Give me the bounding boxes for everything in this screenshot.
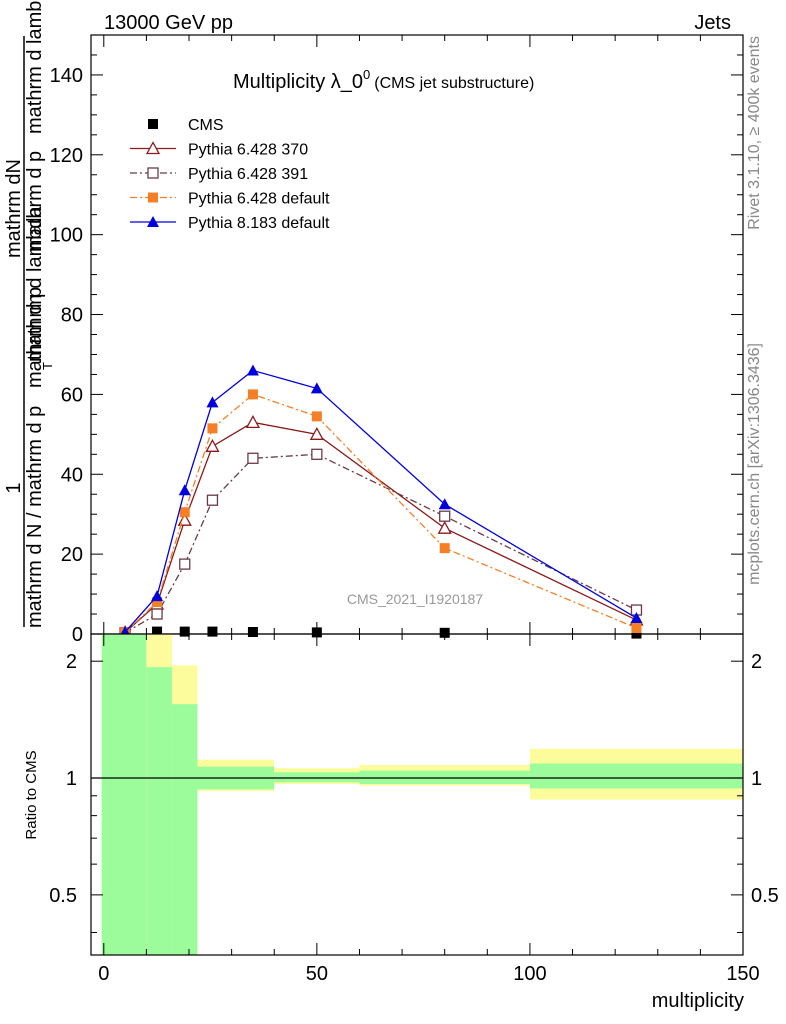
ratio-y-tick-label-right: 0.5 <box>751 885 779 907</box>
data-point <box>179 558 191 570</box>
data-point <box>311 448 323 460</box>
series-line-4 <box>124 369 637 633</box>
data-point <box>151 608 163 620</box>
ratio-y-tick-label-right: 2 <box>751 651 762 673</box>
y-tick-label: 20 <box>61 544 83 566</box>
data-point <box>630 612 643 624</box>
legend: CMS Pythia 6.428 370 Pythia 6.428 391 Pythi… <box>130 117 330 232</box>
x-tick-label: 50 <box>306 963 328 985</box>
data-point <box>439 627 450 638</box>
ylabel-denominator: mathrm d N / mathrm d p <box>24 406 46 628</box>
data-point <box>179 626 190 637</box>
ylabel-numerator-3: mathrm d lambda <box>24 0 46 134</box>
data-point <box>311 627 322 638</box>
mcplots-label: mcplots.cern.ch [arXiv:1306.3436] <box>746 343 763 585</box>
data-point <box>247 627 258 638</box>
x-tick-label: 150 <box>726 963 759 985</box>
data-point <box>247 452 259 464</box>
ylabel-denominator-2: mathrm d p <box>24 287 46 388</box>
data-point <box>631 623 642 634</box>
data-point <box>438 498 451 510</box>
series-2 <box>119 448 643 639</box>
series-line-3 <box>124 393 637 633</box>
ratio-inner-band-1 <box>146 667 172 955</box>
y-tick-label: 100 <box>50 225 83 247</box>
ratio-y-tick-label: 0.5 <box>49 885 77 907</box>
data-point <box>177 512 192 526</box>
ratio-y-tick-label: 2 <box>66 651 77 673</box>
ratio-inner-band-2 <box>171 704 198 955</box>
ylabel-numerator-2: mathrm d p <box>24 151 46 252</box>
data-point <box>311 411 322 422</box>
analysis-watermark: CMS_2021_I1920187 <box>347 591 483 607</box>
series-line-1 <box>124 421 637 633</box>
legend-label: CMS <box>188 117 224 134</box>
data-point <box>247 389 258 400</box>
header-left: 13000 GeV pp <box>104 12 233 34</box>
data-point <box>205 438 220 452</box>
ratio-y-tick-label-right: 1 <box>751 768 762 790</box>
data-point <box>246 364 259 376</box>
ylabel-one: 1 <box>3 482 25 493</box>
data-point <box>439 510 451 522</box>
y-tick-label: 80 <box>61 305 83 327</box>
legend-label: Pythia 6.428 391 <box>188 166 308 183</box>
ratio-inner-band-6 <box>529 763 743 789</box>
y-tick-label: 0 <box>72 624 83 646</box>
y-tick-label: 60 <box>61 384 83 406</box>
ylabel-denominator-T: T <box>40 362 55 370</box>
ratio-inner-band-5 <box>359 770 530 785</box>
ylabel-numerator-1: mathrm dN <box>3 159 25 258</box>
data-point <box>152 597 163 608</box>
rivet-version-label: Rivet 3.1.10, ≥ 400k events <box>746 36 763 230</box>
legend-label: Pythia 6.428 370 <box>188 142 308 159</box>
ratio-ylabel: Ratio to CMS <box>23 750 40 839</box>
legend-marker <box>145 141 161 155</box>
y-tick-label: 40 <box>61 464 83 486</box>
main-panel: 0 20 40 60 80 100 120 140 CMS Pythia 6.428 370 Pyt… <box>50 34 744 646</box>
ylabel-denominator-3: mathrm d lambda <box>24 206 46 362</box>
data-point <box>207 626 218 637</box>
y-tick-label: 140 <box>50 65 83 87</box>
legend-marker <box>147 216 159 227</box>
legend-label: Pythia 8.183 default <box>188 215 330 232</box>
y-tick-label: 120 <box>50 145 83 167</box>
header-right: Jets <box>694 12 731 34</box>
data-point <box>178 484 191 496</box>
x-tick-label: 0 <box>98 963 109 985</box>
ratio-inner-band-0 <box>101 634 147 955</box>
data-point <box>151 590 164 602</box>
ratio-panel: 0 50 100 150 0.5 0.5 1 1 2 2 <box>49 633 779 985</box>
ratio-frame <box>90 633 744 956</box>
data-point <box>179 507 190 518</box>
data-point <box>206 396 219 408</box>
data-point <box>310 382 323 394</box>
legend-marker <box>148 192 158 203</box>
legend-marker <box>147 167 159 179</box>
data-point <box>309 426 324 440</box>
series-0 <box>120 626 642 639</box>
chart-title: Multiplicity λ_00(CMS jet substructure) <box>233 67 534 93</box>
x-axis-title: multiplicity <box>652 990 744 1012</box>
data-point <box>245 414 261 429</box>
x-tick-label: 100 <box>513 963 546 985</box>
data-point <box>206 494 219 506</box>
data-point <box>437 520 452 534</box>
data-point <box>152 626 163 637</box>
data-point <box>439 543 450 554</box>
legend-marker <box>148 119 158 129</box>
legend-label: Pythia 6.428 default <box>188 191 330 208</box>
data-point <box>207 423 218 434</box>
ratio-y-tick-label: 1 <box>66 768 77 790</box>
ratio-inner-band-4 <box>274 772 360 783</box>
